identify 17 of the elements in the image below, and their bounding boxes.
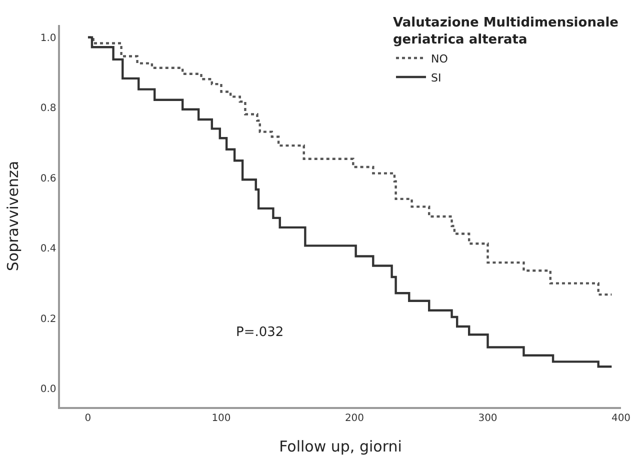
x-axis-title: Follow up, giorni xyxy=(279,437,402,456)
x-tick-label: 100 xyxy=(212,412,231,424)
x-tick-label: 0 xyxy=(84,412,92,424)
y-tick-label: 0.4 xyxy=(40,244,56,255)
y-tick-label: 1.0 xyxy=(40,32,56,44)
y-axis-title: Sopravvivenza xyxy=(4,160,22,272)
legend-label: SI xyxy=(431,71,442,84)
legend-title: Valutazione Multidimensionale geriatrica alterata xyxy=(393,16,619,48)
annotation: P=.032 xyxy=(236,325,284,340)
legend-label: NO xyxy=(431,52,448,66)
x-tick-label: 300 xyxy=(478,412,498,424)
y-tick-label: 0.2 xyxy=(40,314,56,325)
y-tick-label: 0.8 xyxy=(40,103,56,114)
x-tick-label: 200 xyxy=(344,412,364,424)
y-tick-label: 0.6 xyxy=(40,173,56,184)
x-tick-label: 400 xyxy=(611,412,631,424)
y-tick-label: 0.0 xyxy=(40,384,56,396)
